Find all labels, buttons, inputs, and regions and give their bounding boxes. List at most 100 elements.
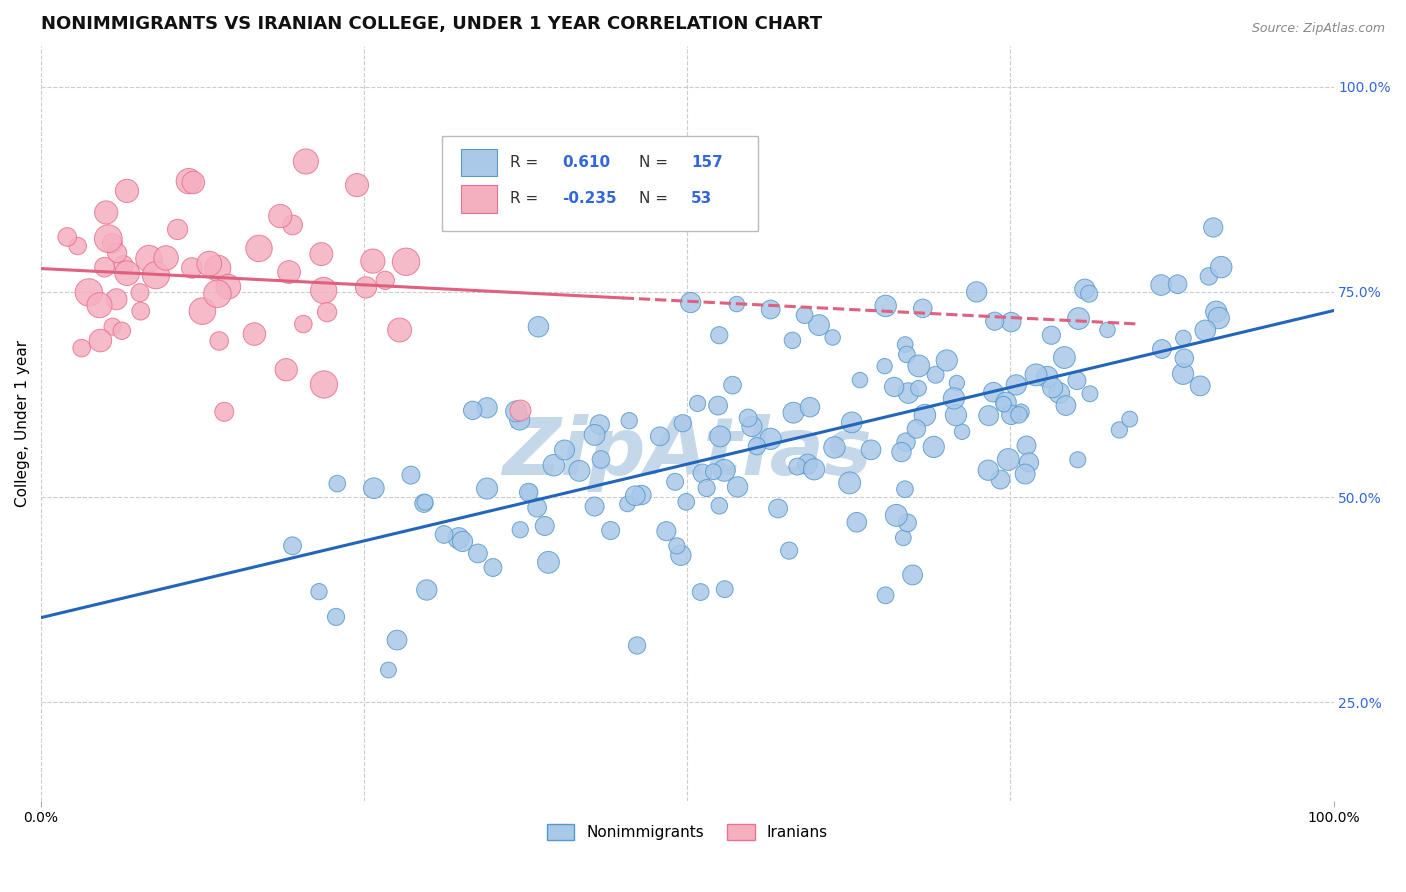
Point — [911, 301, 934, 316]
Point — [983, 314, 1005, 328]
Point — [665, 539, 688, 553]
Point — [363, 481, 385, 495]
Point — [1205, 304, 1227, 318]
Point — [589, 417, 612, 432]
Point — [416, 582, 439, 597]
Point — [883, 380, 905, 394]
Point — [177, 174, 200, 188]
Point — [1015, 438, 1038, 452]
Point — [295, 154, 318, 169]
Point — [96, 205, 118, 219]
Point — [138, 252, 160, 266]
Point — [155, 251, 177, 265]
Point — [713, 463, 735, 477]
Point — [145, 268, 167, 282]
Point — [467, 546, 489, 560]
Point — [630, 488, 652, 502]
Point — [675, 495, 697, 509]
Point — [1078, 286, 1101, 301]
Point — [896, 347, 918, 361]
Point — [905, 422, 928, 436]
FancyBboxPatch shape — [461, 186, 498, 212]
Point — [1078, 386, 1101, 401]
Point — [1097, 323, 1119, 337]
Text: 0.610: 0.610 — [562, 155, 610, 170]
Point — [207, 261, 229, 276]
Point — [626, 639, 648, 653]
Point — [433, 527, 456, 541]
Point — [1047, 385, 1070, 400]
Text: R =: R = — [510, 155, 538, 170]
Point — [311, 247, 333, 261]
Point — [346, 178, 368, 193]
Point — [1173, 351, 1195, 366]
Point — [292, 317, 315, 331]
Point — [725, 297, 748, 311]
Point — [619, 414, 641, 428]
Point — [191, 304, 214, 318]
Point — [993, 397, 1015, 411]
Point — [482, 560, 505, 574]
Point — [946, 376, 969, 390]
Point — [509, 523, 531, 537]
Point — [583, 428, 606, 442]
Point — [214, 405, 236, 419]
Point — [447, 194, 470, 208]
Point — [278, 265, 301, 279]
Point — [1008, 408, 1031, 422]
Point — [461, 403, 484, 417]
Point — [727, 480, 749, 494]
Point — [533, 519, 555, 533]
Point — [759, 432, 782, 446]
Point — [977, 409, 1000, 423]
Y-axis label: College, Under 1 year: College, Under 1 year — [15, 340, 30, 507]
Point — [942, 392, 965, 406]
Point — [181, 176, 204, 190]
Point — [326, 476, 349, 491]
Point — [180, 260, 202, 275]
Point — [890, 445, 912, 459]
Point — [924, 368, 946, 382]
Point — [243, 327, 266, 342]
Point — [89, 298, 111, 312]
Text: ZipAtlas: ZipAtlas — [502, 415, 872, 492]
Point — [696, 481, 718, 495]
Point — [517, 485, 540, 500]
Point — [70, 341, 93, 355]
Point — [997, 452, 1019, 467]
Point — [945, 408, 967, 422]
Point — [1167, 277, 1189, 292]
Point — [105, 246, 128, 260]
Point — [935, 353, 957, 368]
Point — [741, 419, 763, 434]
Point — [1173, 331, 1195, 345]
Point — [361, 254, 384, 268]
Point — [1054, 399, 1077, 413]
Point — [966, 285, 988, 299]
Point — [89, 334, 111, 348]
Point — [1198, 269, 1220, 284]
Point — [891, 531, 914, 545]
Point — [655, 524, 678, 538]
Point — [312, 377, 335, 392]
Point — [1042, 381, 1064, 395]
Text: -0.235: -0.235 — [562, 192, 617, 206]
Point — [721, 378, 744, 392]
Point — [111, 324, 134, 338]
Point — [782, 406, 804, 420]
Point — [354, 280, 377, 294]
Point — [702, 465, 724, 479]
Point — [1014, 467, 1036, 481]
Point — [845, 515, 868, 529]
Text: N =: N = — [640, 155, 668, 170]
Point — [782, 334, 804, 348]
Point — [983, 385, 1005, 400]
Point — [505, 404, 527, 418]
Point — [447, 531, 470, 545]
Point — [77, 285, 100, 300]
Point — [995, 395, 1018, 409]
Point — [894, 482, 917, 496]
Point — [527, 319, 550, 334]
Point — [1025, 368, 1047, 382]
Point — [896, 516, 918, 530]
